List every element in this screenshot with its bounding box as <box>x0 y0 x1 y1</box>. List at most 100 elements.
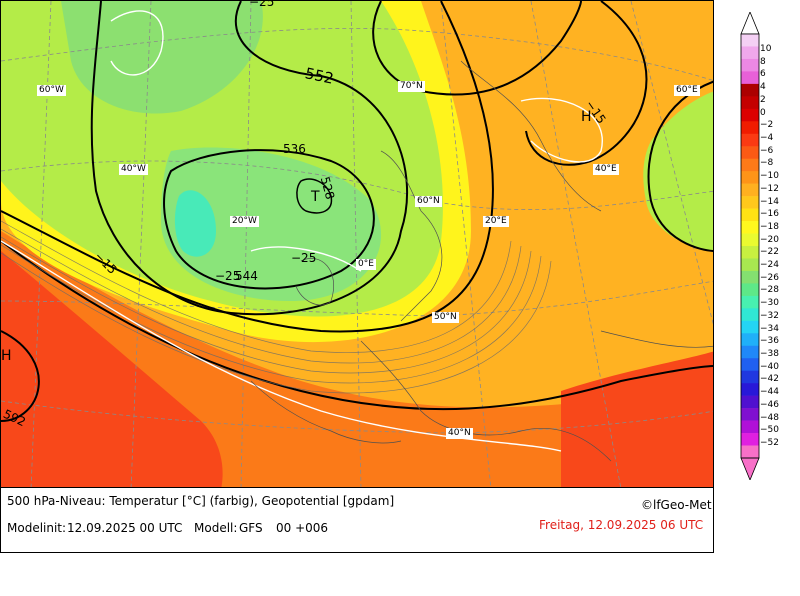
colorbar-tick-label: −8 <box>760 158 774 169</box>
colorbar-segment <box>741 133 759 147</box>
colorbar-tick-label: −34 <box>760 323 779 334</box>
weather-map: 70°N 60°N 50°N 40°N 60°W 40°W 20°W 0°E 2… <box>0 0 714 488</box>
colorbar-tick-label: 6 <box>760 69 766 80</box>
model-init-value: 12.09.2025 00 UTC <box>67 521 183 535</box>
colorbar-segment <box>741 345 759 359</box>
colorbar-segment <box>741 258 759 272</box>
colorbar-tick-label: −2 <box>760 120 774 131</box>
model-name: GFS <box>239 521 263 535</box>
colorbar-tick-label: −42 <box>760 374 779 385</box>
colorbar-tick-label: −38 <box>760 349 779 360</box>
colorbar-segment <box>741 433 759 446</box>
colorbar-segment <box>741 208 759 222</box>
temp-label-south: −25 <box>215 269 241 283</box>
colorbar-segment <box>741 270 759 284</box>
lat-label-50n: 50°N <box>432 312 459 323</box>
colorbar-tick-label: 4 <box>760 82 766 93</box>
colorbar-tick-label: −6 <box>760 145 774 156</box>
colorbar-segment <box>741 308 759 322</box>
high-center-west: H <box>1 348 12 364</box>
colorbar-tick-label: −30 <box>760 298 779 309</box>
lon-label-60w: 60°W <box>37 85 66 96</box>
colorbar-segment <box>741 383 759 396</box>
colorbar-tick-label: −4 <box>760 132 774 143</box>
hot-zone-west <box>1 251 223 487</box>
colorbar-segment <box>741 283 759 297</box>
colorbar-segment <box>741 108 759 122</box>
colorbar-segment <box>741 171 759 184</box>
geopotential-contours <box>1 1 713 422</box>
colorbar <box>740 12 760 480</box>
contour-label-536: 536 <box>283 142 306 156</box>
contour-label-544: 544 <box>235 269 258 283</box>
high-center-east: H <box>581 109 592 125</box>
colorbar-tick-label: −28 <box>760 285 779 296</box>
colorbar-frame <box>740 33 760 459</box>
colorbar-tick-label: −10 <box>760 171 779 182</box>
cold-core <box>161 147 382 301</box>
colorbar-bottom-arrow <box>740 457 760 480</box>
colorbar-segment <box>741 96 759 110</box>
hot-zone-east <box>561 351 713 487</box>
low-center-marker: T <box>311 189 320 205</box>
colorbar-segment <box>741 196 759 209</box>
colorbar-segment <box>741 358 759 372</box>
colorbar-segment <box>741 246 759 259</box>
colorbar-segment <box>741 320 759 334</box>
lat-label-60n: 60°N <box>415 196 442 207</box>
map-title: 500 hPa-Niveau: Temperatur [°C] (farbig)… <box>7 494 395 508</box>
colorbar-segment <box>741 58 759 72</box>
colorbar-tick-label: 0 <box>760 107 766 118</box>
colorbar-tick-label: −14 <box>760 196 779 207</box>
colorbar-segment <box>741 46 759 60</box>
forecast-step: 00 +006 <box>276 521 329 535</box>
colorbar-segment <box>741 408 759 421</box>
valid-time: Freitag, 12.09.2025 06 UTC <box>539 518 704 532</box>
colorbar-tick-label: 8 <box>760 56 766 67</box>
cold-east <box>643 91 713 251</box>
colorbar-segment <box>741 370 759 384</box>
colorbar-segment <box>741 333 759 347</box>
temp-label-core: −25 <box>291 251 317 265</box>
lon-label-40e: 40°E <box>593 164 619 175</box>
lat-label-70n: 70°N <box>398 81 425 92</box>
cold-north <box>61 1 263 114</box>
colorbar-segment <box>741 233 759 247</box>
colorbar-segment <box>741 158 759 172</box>
colorbar-tick-label: −12 <box>760 183 779 194</box>
colorbar-segment <box>741 420 759 434</box>
colorbar-tick-label: 2 <box>760 94 766 105</box>
colorbar-tick-label: −44 <box>760 387 779 398</box>
colorbar-segment <box>741 146 759 160</box>
colorbar-tick-label: −48 <box>760 412 779 423</box>
colorbar-tick-label: −22 <box>760 247 779 258</box>
temperature-contours <box>1 10 603 452</box>
colorbar-tick-label: −50 <box>760 425 779 436</box>
lon-label-20e: 20°E <box>483 216 509 227</box>
colorbar-tick-label: −36 <box>760 336 779 347</box>
lat-label-40n: 40°N <box>446 428 473 439</box>
colorbar-top-arrow <box>740 12 760 35</box>
colorbar-segment <box>741 183 759 197</box>
colorbar-tick-label: −40 <box>760 361 779 372</box>
colorbar-segment <box>741 121 759 135</box>
lon-label-40w: 40°W <box>119 164 148 175</box>
colorbar-tick-label: −52 <box>760 438 779 449</box>
isotherm-lines <box>1 220 552 394</box>
map-footer: 500 hPa-Niveau: Temperatur [°C] (farbig)… <box>0 488 714 553</box>
colorbar-segment <box>741 83 759 97</box>
colorbar-tick-label: −24 <box>760 260 779 271</box>
colorbar-tick-label: 10 <box>760 43 772 54</box>
colorbar-tick-label: −20 <box>760 234 779 245</box>
copyright: ©lfGeo-Met <box>641 498 712 512</box>
model-label: Modell: <box>194 521 238 535</box>
colorbar-tick-label: −18 <box>760 221 779 232</box>
colorbar-segment <box>741 34 759 47</box>
colorbar-tick-label: −16 <box>760 209 779 220</box>
colorbar-segment <box>741 71 759 85</box>
colorbar-segment <box>741 295 759 309</box>
lon-label-20w: 20°W <box>230 216 259 227</box>
map-canvas <box>1 1 713 487</box>
colorbar-segment <box>741 445 759 459</box>
colorbar-segment <box>741 221 759 234</box>
